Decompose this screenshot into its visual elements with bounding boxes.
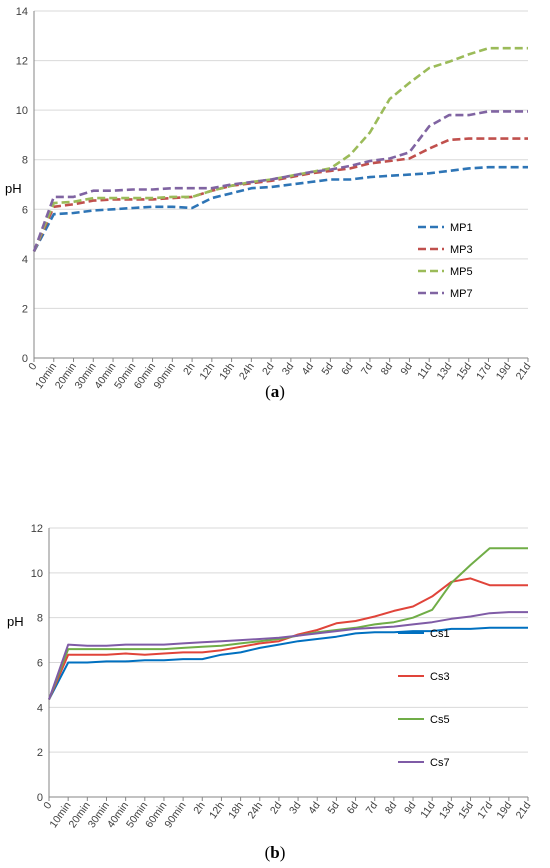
x-tick-label: 9d xyxy=(402,800,419,817)
series-line-mp7 xyxy=(32,110,528,252)
legend-label-mp3: MP3 xyxy=(450,244,473,256)
chart-a: 02468101214pH010min20min30min40min50min6… xyxy=(5,6,534,391)
x-tick-label: 2h xyxy=(181,361,198,378)
x-tick-label: 7d xyxy=(364,800,381,817)
y-tick-label: 10 xyxy=(16,105,28,117)
y-tick-label: 12 xyxy=(16,56,28,68)
y-tick-label: 6 xyxy=(37,658,43,670)
x-tick-label: 12h xyxy=(197,361,217,382)
x-tick-label: 11d xyxy=(418,800,438,821)
legend-label-mp1: MP1 xyxy=(450,222,473,234)
y-axis-label: pH xyxy=(7,614,24,629)
legend-label-mp7: MP7 xyxy=(450,288,473,300)
x-tick-label: 4d xyxy=(300,361,317,378)
chart-panel-a: 0 2 4 6 8 10 12 14 pH 0 10min 20min 30min 40min 50min 6… xyxy=(5,6,534,401)
x-tick-label: 13d xyxy=(437,800,457,821)
x-tick-label: 5d xyxy=(319,361,336,378)
series-line-mp1 xyxy=(32,165,528,253)
y-tick-label: 6 xyxy=(22,204,28,216)
x-tick-label: 24h xyxy=(237,361,257,382)
series-line-cs1 xyxy=(48,626,528,700)
y-tick-label: 8 xyxy=(22,155,28,167)
x-tick-label: 21d xyxy=(514,800,534,821)
x-tick-label: 15d xyxy=(456,800,476,821)
y-tick-label: 12 xyxy=(31,523,43,535)
y-tick-label: 0 xyxy=(22,353,28,365)
x-tick-label: 6d xyxy=(344,800,361,817)
x-tick-label: 15d xyxy=(454,361,474,382)
x-tick-label: 11d xyxy=(415,361,435,382)
panel-caption-a: (a) xyxy=(265,382,285,401)
x-tick-label: 0 xyxy=(41,800,54,812)
x-tick-label: 18h xyxy=(226,800,246,821)
x-tick-label: 0 xyxy=(26,361,39,373)
panel-caption-b-letter: b xyxy=(270,843,280,862)
x-tick-label: 13d xyxy=(435,361,455,382)
x-tick-label: 90min xyxy=(162,800,188,830)
chart-b: 024681012pH010min20min30min40min50min60m… xyxy=(7,523,534,830)
x-tick-label: 7d xyxy=(359,361,376,378)
x-tick-label: 3d xyxy=(280,361,297,378)
x-tick-label: 17d xyxy=(475,800,495,821)
series-line-cs3 xyxy=(48,577,528,700)
legend-label-cs7: Cs7 xyxy=(430,757,450,769)
legend-label-mp5: MP5 xyxy=(450,266,473,278)
x-tick-label: 19d xyxy=(494,361,514,382)
y-tick-label: 0 xyxy=(37,792,43,804)
y-tick-label: 8 xyxy=(37,613,43,625)
y-tick-label: 2 xyxy=(22,303,28,315)
x-tick-label: 18h xyxy=(217,361,237,382)
y-tick-label: 14 xyxy=(16,6,28,18)
x-tick-label: 2h xyxy=(191,800,208,817)
x-tick-label: 2d xyxy=(260,361,277,378)
series-line-cs5 xyxy=(48,547,528,700)
x-tick-label: 3d xyxy=(287,800,304,817)
x-tick-label: 4d xyxy=(306,800,323,817)
legend-label-cs3: Cs3 xyxy=(430,671,450,683)
legend-label-cs5: Cs5 xyxy=(430,714,450,726)
chart-panel-b: 0 2 4 6 8 10 12 pH 0 10min 20min 30min 40min 50min 60m… xyxy=(0,435,550,868)
x-tick-label: 8d xyxy=(383,800,400,817)
y-tick-label: 10 xyxy=(31,568,43,580)
x-tick-label: 9d xyxy=(398,361,415,378)
series-line-mp3 xyxy=(32,137,528,252)
y-tick-label: 4 xyxy=(37,702,43,714)
series-line-mp5 xyxy=(32,46,528,252)
x-tick-label: 5d xyxy=(325,800,342,817)
panel-caption-a-letter: a xyxy=(270,382,280,401)
x-tick-label: 21d xyxy=(514,361,534,382)
series-line-cs7 xyxy=(48,611,528,700)
panel-caption-b: (b) xyxy=(264,843,286,862)
x-tick-label: 6d xyxy=(339,361,356,378)
x-tick-label: 8d xyxy=(379,361,396,378)
y-tick-label: 2 xyxy=(37,747,43,759)
y-tick-label: 4 xyxy=(22,254,28,266)
x-tick-label: 12h xyxy=(207,800,227,821)
x-tick-label: 17d xyxy=(474,361,494,382)
x-tick-label: 19d xyxy=(494,800,514,821)
x-tick-label: 24h xyxy=(245,800,265,821)
legend-label-cs1: Cs1 xyxy=(430,628,450,640)
x-tick-label: 2d xyxy=(268,800,285,817)
y-axis-label: pH xyxy=(5,181,22,196)
